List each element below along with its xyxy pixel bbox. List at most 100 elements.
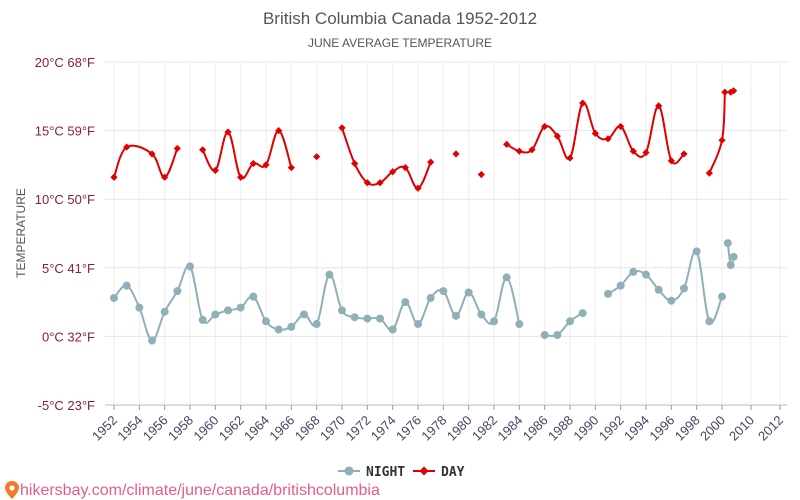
night-data-point[interactable]: [122, 281, 131, 290]
day-data-point[interactable]: [173, 144, 181, 153]
night-data-point[interactable]: [262, 317, 270, 326]
day-data-point[interactable]: [730, 87, 738, 95]
day-data-point[interactable]: [401, 164, 409, 172]
night-data-point[interactable]: [426, 293, 435, 302]
night-data-point[interactable]: [274, 325, 283, 334]
night-data-point[interactable]: [553, 331, 562, 340]
day-data-point[interactable]: [287, 164, 295, 172]
night-data-point[interactable]: [338, 306, 346, 315]
night-data-point[interactable]: [135, 303, 144, 312]
day-data-point[interactable]: [338, 124, 346, 132]
day-data-point[interactable]: [721, 88, 729, 96]
day-data-point[interactable]: [579, 99, 587, 107]
night-data-point[interactable]: [148, 336, 156, 345]
day-data-point[interactable]: [604, 135, 612, 143]
day-data-point[interactable]: [503, 140, 511, 148]
legend[interactable]: NIGHT DAY: [338, 465, 465, 480]
day-data-point[interactable]: [275, 127, 283, 135]
night-data-point[interactable]: [540, 331, 549, 340]
night-data-point[interactable]: [350, 313, 359, 322]
night-data-point[interactable]: [705, 317, 714, 326]
night-data-point[interactable]: [654, 285, 663, 294]
night-data-point[interactable]: [249, 292, 258, 301]
night-data-point[interactable]: [464, 288, 473, 297]
night-data-point[interactable]: [110, 293, 118, 302]
night-data-point[interactable]: [160, 307, 169, 316]
day-data-point[interactable]: [249, 159, 257, 168]
night-data-point[interactable]: [616, 281, 625, 290]
night-data-point[interactable]: [236, 303, 245, 312]
night-data-point[interactable]: [452, 311, 460, 320]
day-data-point[interactable]: [123, 143, 131, 151]
night-data-point[interactable]: [186, 262, 194, 271]
night-data-point[interactable]: [173, 287, 182, 296]
legend-item-day[interactable]: DAY: [413, 465, 465, 480]
day-data-point[interactable]: [553, 132, 561, 140]
day-data-point[interactable]: [110, 173, 118, 181]
night-data-point[interactable]: [692, 247, 701, 256]
day-data-point[interactable]: [427, 158, 435, 166]
night-data-point[interactable]: [287, 322, 296, 331]
day-data-point[interactable]: [477, 170, 485, 179]
night-data-point[interactable]: [723, 239, 732, 248]
night-data-point[interactable]: [629, 267, 638, 276]
day-data-point[interactable]: [617, 122, 625, 131]
day-data-point[interactable]: [718, 136, 726, 144]
day-data-point[interactable]: [199, 146, 207, 154]
day-data-point[interactable]: [224, 128, 232, 136]
day-data-point[interactable]: [211, 166, 219, 174]
night-data-point[interactable]: [439, 287, 448, 296]
day-data-point[interactable]: [351, 159, 359, 168]
night-data-point[interactable]: [401, 298, 410, 307]
night-data-point[interactable]: [363, 314, 372, 323]
day-series-line: [113, 144, 179, 179]
night-data-point[interactable]: [300, 310, 308, 319]
day-data-point[interactable]: [680, 150, 688, 158]
day-data-point[interactable]: [376, 179, 384, 187]
day-data-point[interactable]: [591, 129, 599, 137]
night-data-point[interactable]: [667, 296, 676, 305]
night-data-point[interactable]: [312, 320, 321, 329]
day-data-point[interactable]: [629, 147, 637, 155]
day-data-point[interactable]: [655, 102, 663, 110]
day-data-point[interactable]: [237, 173, 245, 181]
night-data-point[interactable]: [414, 320, 422, 329]
night-data-point[interactable]: [211, 310, 220, 319]
day-data-point[interactable]: [363, 179, 371, 187]
day-data-point[interactable]: [515, 147, 523, 155]
day-data-point[interactable]: [452, 150, 460, 158]
night-data-point[interactable]: [578, 309, 587, 318]
night-data-point[interactable]: [325, 270, 334, 279]
night-data-point[interactable]: [515, 320, 524, 329]
night-data-point[interactable]: [729, 252, 738, 261]
day-data-point[interactable]: [541, 122, 549, 131]
night-data-point[interactable]: [477, 310, 486, 319]
night-data-point[interactable]: [726, 261, 735, 270]
day-data-point[interactable]: [414, 184, 422, 192]
day-data-point[interactable]: [566, 154, 574, 162]
night-data-point[interactable]: [718, 292, 726, 301]
day-data-point[interactable]: [262, 161, 270, 169]
day-data-point[interactable]: [161, 173, 169, 181]
footer-link[interactable]: hikersbay.com/climate/june/canada/britis…: [5, 481, 380, 499]
x-tick-label: 1988: [545, 413, 576, 444]
day-data-point[interactable]: [148, 150, 156, 158]
day-data-point[interactable]: [642, 148, 650, 157]
night-data-point[interactable]: [604, 289, 612, 298]
night-data-point[interactable]: [490, 317, 498, 326]
night-data-point[interactable]: [566, 317, 574, 326]
legend-item-night[interactable]: NIGHT: [338, 465, 405, 480]
day-data-point[interactable]: [389, 168, 397, 176]
night-data-point[interactable]: [198, 315, 207, 324]
night-data-point[interactable]: [376, 314, 384, 323]
day-data-point[interactable]: [313, 153, 321, 161]
night-data-point[interactable]: [502, 273, 511, 282]
day-data-point[interactable]: [528, 146, 536, 154]
night-data-point[interactable]: [388, 325, 397, 334]
footer-url[interactable]: hikersbay.com/climate/june/canada/britis…: [20, 482, 380, 499]
night-data-point[interactable]: [642, 270, 650, 279]
day-data-point[interactable]: [705, 169, 713, 177]
night-data-point[interactable]: [680, 284, 688, 293]
night-data-point[interactable]: [224, 306, 232, 315]
day-data-point[interactable]: [667, 157, 675, 165]
